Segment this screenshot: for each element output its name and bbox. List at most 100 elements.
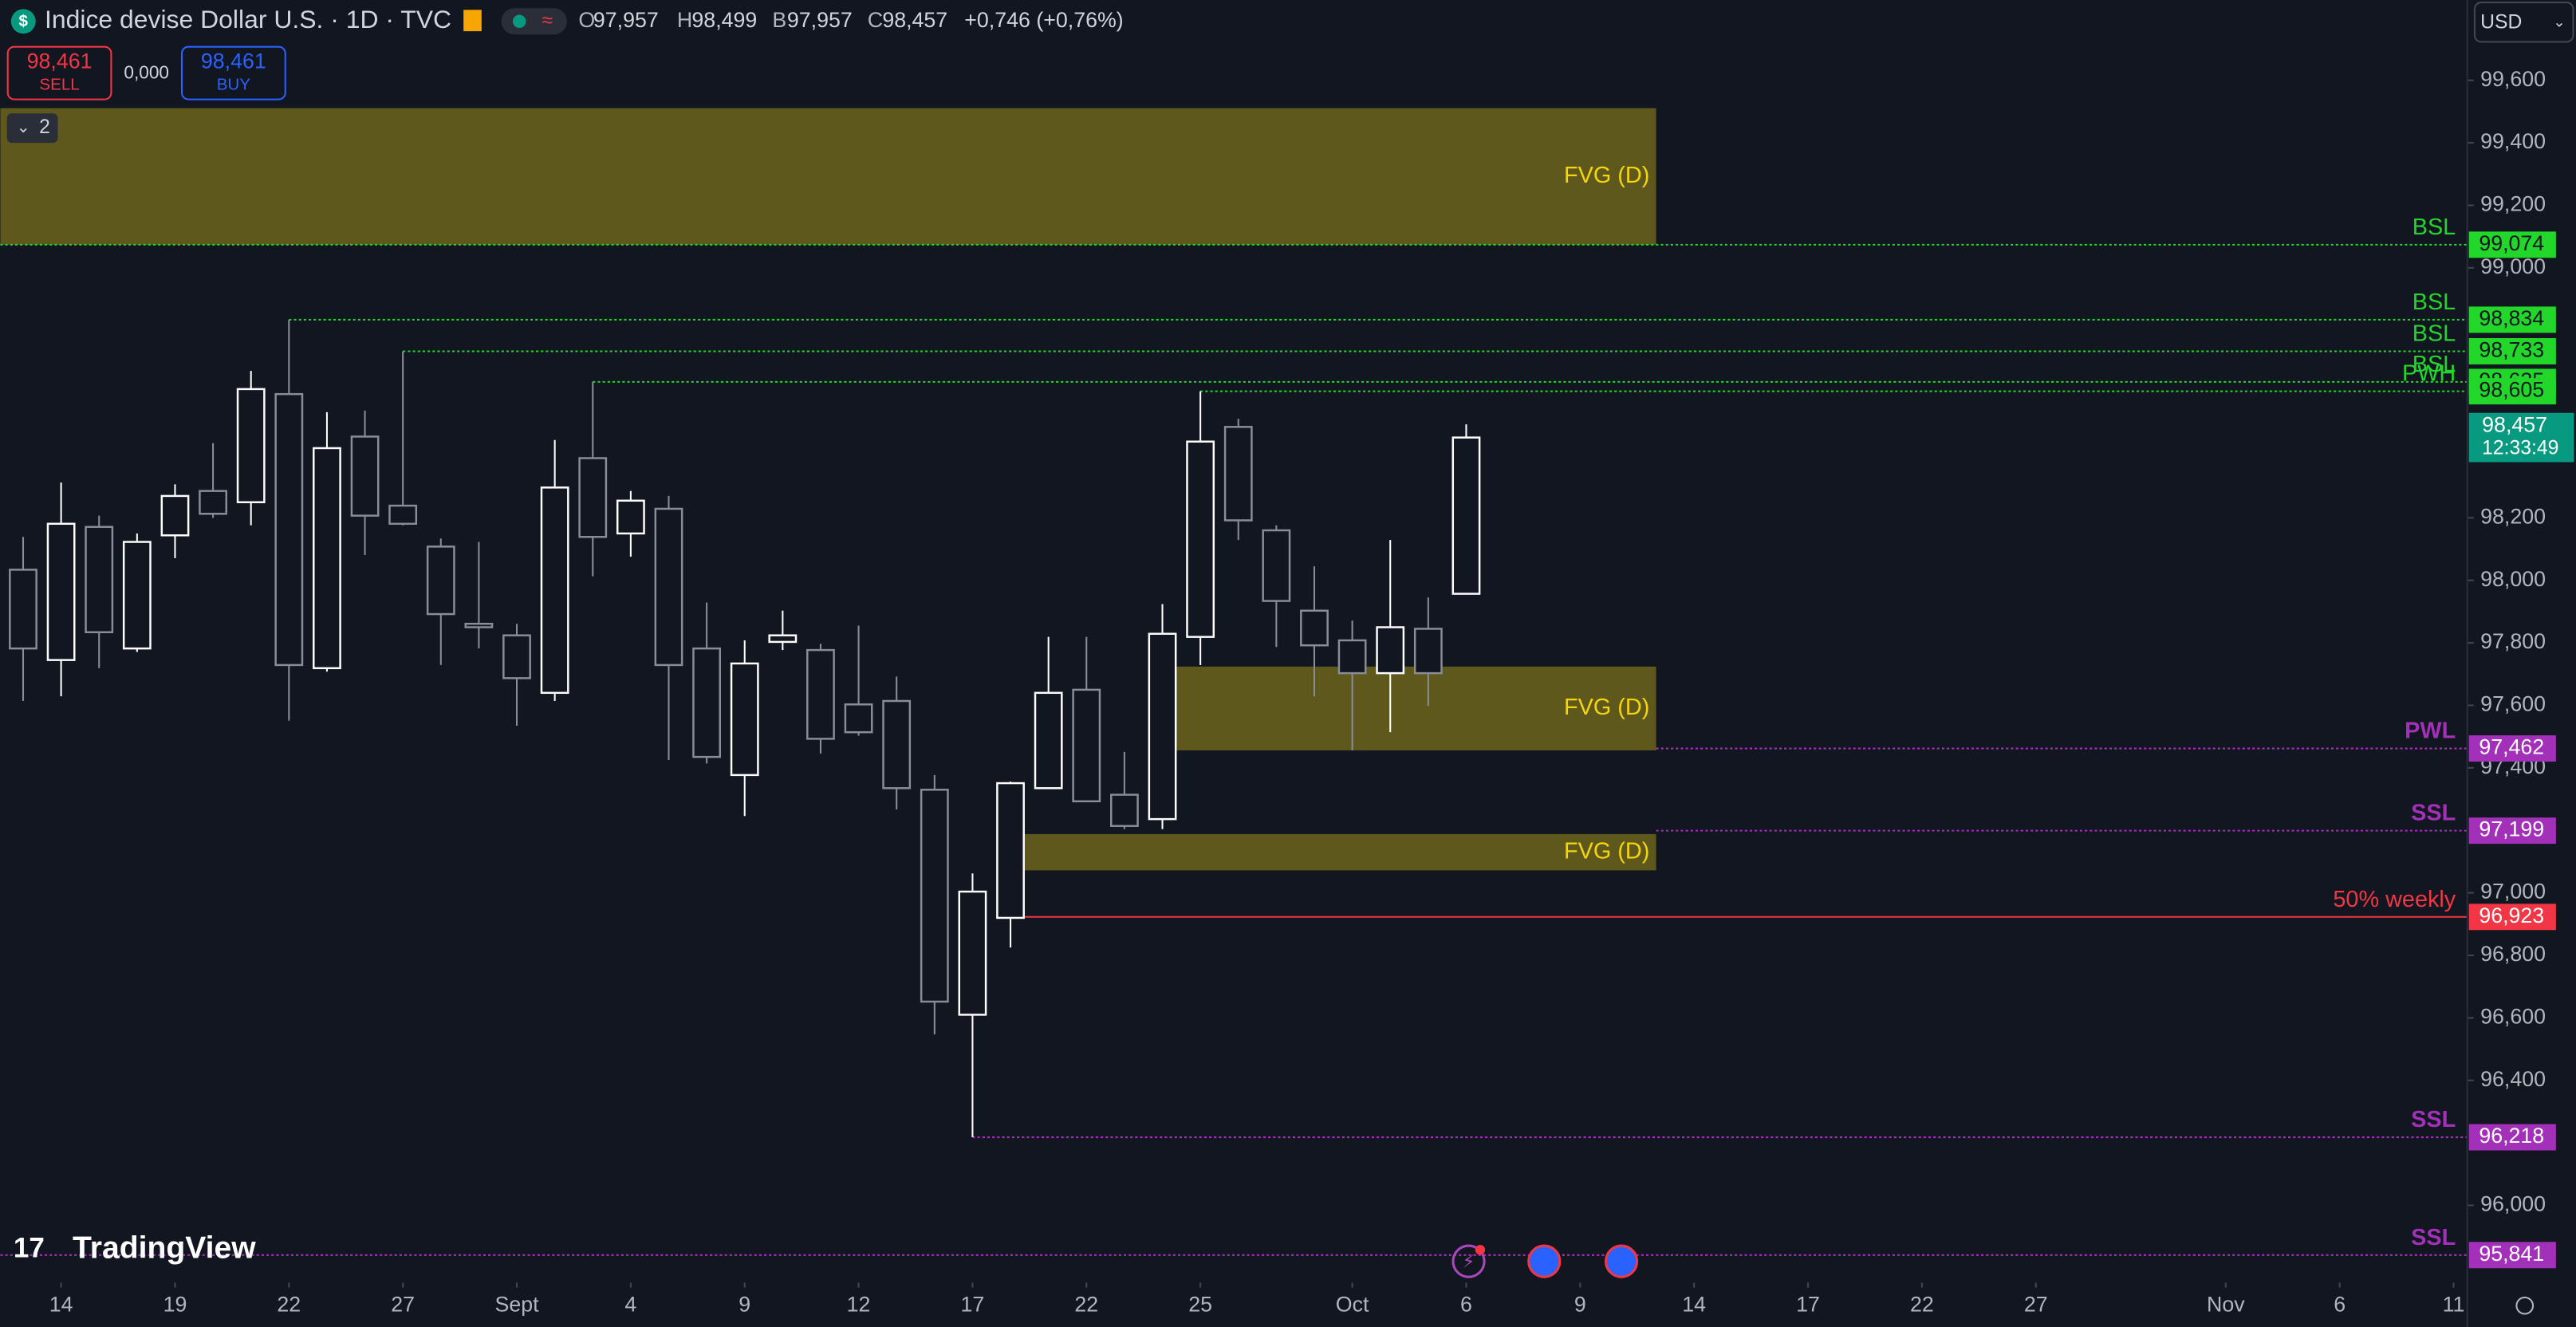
- x-tick-label: 22: [277, 1292, 301, 1316]
- x-tick-label: 12: [847, 1292, 871, 1316]
- candle-body: [464, 622, 494, 628]
- logo-mark: 17: [14, 1232, 45, 1263]
- candle-body: [1337, 639, 1367, 675]
- level-badge: [2468, 817, 2556, 845]
- level-badge: [2468, 904, 2556, 931]
- logo: TradingView: [73, 1231, 256, 1266]
- current-price-badge: [2468, 412, 2574, 463]
- currency-select[interactable]: [2473, 2, 2574, 43]
- fvg-label: FVG (D): [1564, 695, 1649, 720]
- candle-body: [122, 541, 152, 650]
- status-pill[interactable]: [501, 8, 567, 35]
- level-label: BSL: [2413, 215, 2456, 240]
- x-tick-label: Nov: [2207, 1292, 2245, 1316]
- x-tick-label: 17: [1796, 1292, 1820, 1316]
- candle-body: [1413, 628, 1443, 675]
- candle-body: [1072, 688, 1101, 803]
- level-badge-label: 97,462: [2479, 735, 2544, 759]
- candle-body: [692, 647, 722, 758]
- y-tick-label: 98,200: [2480, 504, 2546, 528]
- candle-body: [426, 545, 455, 616]
- y-tick-label: 99,600: [2480, 67, 2546, 91]
- level-badge: [2468, 1124, 2556, 1151]
- level-badge: [2468, 306, 2556, 333]
- ohlc-key: H: [677, 8, 692, 32]
- x-tick-label: 6: [2334, 1292, 2346, 1316]
- sell-label[interactable]: SELL: [39, 76, 79, 94]
- ohlc-key: B: [772, 8, 786, 32]
- event-icon[interactable]: [1604, 1244, 1639, 1278]
- candle-body: [616, 499, 645, 535]
- candle-body: [350, 435, 380, 517]
- level-badge: [2468, 1242, 2556, 1269]
- candle-body: [1186, 440, 1215, 638]
- candle-body: [844, 703, 873, 734]
- candle-body: [920, 789, 949, 1003]
- candle-body: [46, 522, 76, 661]
- buy-button[interactable]: [180, 45, 286, 100]
- fvg-label: FVG (D): [1564, 163, 1649, 188]
- ohlc-value: 97,957: [787, 8, 853, 32]
- x-tick-label: 14: [1682, 1292, 1706, 1316]
- x-tick-label: 25: [1188, 1292, 1212, 1316]
- level-badge: [2468, 231, 2556, 258]
- current-price-timer: 12:33:49: [2482, 438, 2558, 459]
- y-tick-label: 96,000: [2480, 1192, 2546, 1216]
- ohlc-value: 98,499: [691, 8, 757, 32]
- x-tick-label: 6: [1460, 1292, 1472, 1316]
- candle-body: [958, 890, 987, 1016]
- y-tick-label: 96,400: [2480, 1067, 2546, 1091]
- y-tick-label: 99,000: [2480, 254, 2546, 278]
- buy-price[interactable]: 98,461: [201, 49, 266, 73]
- level-label: SSL: [2411, 1225, 2456, 1250]
- x-tick-label: 22: [1074, 1292, 1098, 1316]
- flag-icon[interactable]: [463, 10, 482, 32]
- sell-price[interactable]: 98,461: [27, 49, 93, 73]
- x-tick-label: 14: [49, 1292, 73, 1316]
- candle-body: [1223, 426, 1253, 522]
- x-tick-label: 11: [2443, 1292, 2465, 1316]
- level-badge-label: 98,834: [2479, 306, 2544, 330]
- x-tick-label: 9: [739, 1292, 750, 1316]
- x-tick-label: 27: [391, 1292, 415, 1316]
- level-badge-label: 97,199: [2479, 817, 2544, 841]
- y-tick-label: 97,800: [2480, 629, 2546, 653]
- level-label: BSL: [2413, 321, 2456, 346]
- candle-body: [388, 504, 418, 526]
- settings-icon[interactable]: [2515, 1296, 2535, 1315]
- buy-label[interactable]: BUY: [217, 76, 251, 94]
- indicators-toggle[interactable]: [6, 113, 58, 144]
- x-tick-label: 17: [961, 1292, 985, 1316]
- indicators-count[interactable]: 2: [39, 116, 50, 138]
- fvg-zone: [1162, 666, 1656, 750]
- fvg-zone: [1010, 833, 1656, 871]
- y-tick-label: 99,400: [2480, 129, 2546, 153]
- candle-body: [730, 662, 759, 777]
- ohlc-value: 98,457: [882, 8, 947, 32]
- x-tick-label: Sept: [494, 1292, 539, 1316]
- indicators-chevron: ⌄: [17, 118, 30, 136]
- candle-body: [1451, 436, 1481, 595]
- level-label: 50% weekly: [2333, 887, 2456, 912]
- candle-body: [9, 569, 37, 650]
- candle-body: [882, 699, 912, 790]
- currency[interactable]: USD: [2480, 11, 2522, 33]
- status-glyph: ≈: [542, 10, 553, 31]
- sell-button[interactable]: [6, 45, 112, 100]
- level-badge-label: 98,733: [2479, 338, 2544, 362]
- symbol-icon: [10, 9, 36, 34]
- event-icon[interactable]: [1527, 1244, 1562, 1278]
- event-icon[interactable]: [1451, 1244, 1486, 1278]
- level-badge-label: 96,218: [2479, 1124, 2544, 1148]
- spread: 0,000: [124, 62, 169, 83]
- ohlc-value: 97,957: [593, 8, 659, 32]
- candle-body: [578, 457, 608, 538]
- x-tick-label: 4: [624, 1292, 636, 1316]
- x-tick-label: 9: [1574, 1292, 1586, 1316]
- change: +0,746 (+0,76%): [964, 8, 1123, 32]
- level-label: SSL: [2411, 1107, 2456, 1132]
- status-dot: [512, 14, 526, 29]
- level-label: PWL: [2405, 719, 2456, 744]
- x-tick-label: 22: [1910, 1292, 1934, 1316]
